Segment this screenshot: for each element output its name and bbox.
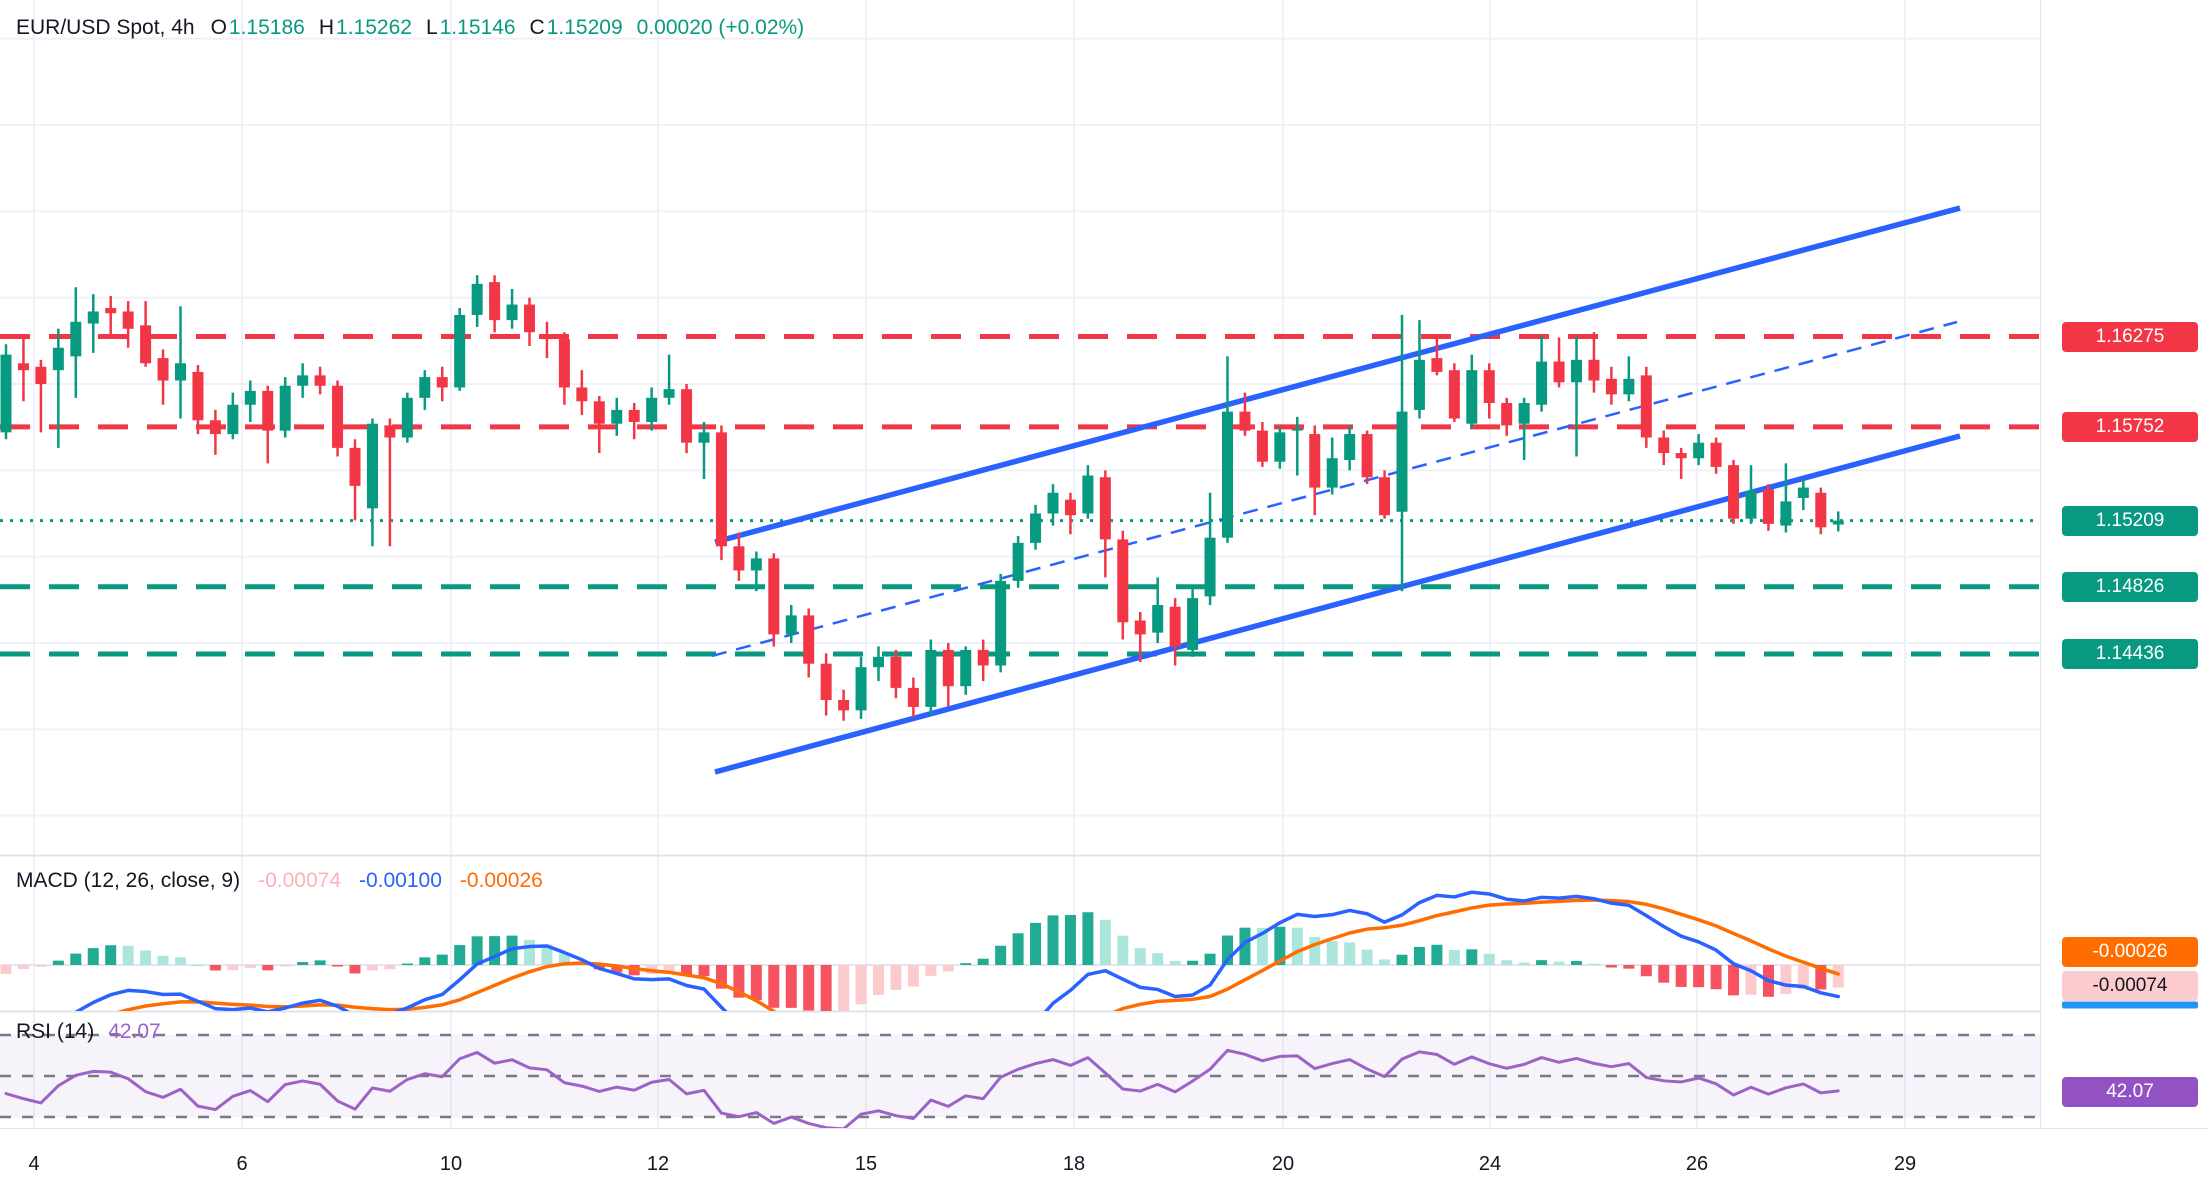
rsi-value: 42.07: [108, 1020, 161, 1043]
last-price-badge: 1.15209: [2062, 505, 2198, 536]
rsi-title: RSI (14): [16, 1020, 95, 1043]
date-tick-label: 29: [1893, 1153, 1917, 1175]
open-label: O: [210, 16, 227, 39]
date-tick-label: 6: [236, 1153, 248, 1175]
high-label: H: [318, 16, 335, 39]
date-tick-label: 18: [1062, 1153, 1086, 1175]
date-tick-label: 15: [854, 1153, 878, 1175]
close-label: C: [529, 16, 545, 39]
symbol-legend[interactable]: EUR/USD Spot, 4h O1.15186 H1.15262 L1.15146…: [16, 16, 804, 40]
symbol-title: EUR/USD Spot, 4h: [16, 16, 195, 39]
resistance-price-badge-1: 1.16275: [2062, 321, 2198, 352]
support-price-badge-2: 1.14436: [2062, 639, 2198, 670]
macd-hist-value: -0.00074: [258, 869, 341, 892]
macd-title: MACD (12, 26, close, 9): [16, 869, 241, 892]
date-tick-label: 12: [646, 1153, 670, 1175]
macd-hist-badge: -0.00074: [2062, 971, 2198, 1001]
high-value: 1.15262: [336, 16, 412, 39]
time-axis[interactable]: 4 6 10 12 15 18 20 24 26 29: [0, 1128, 2208, 1201]
macd-line-value: -0.00100: [359, 869, 442, 892]
low-label: L: [425, 16, 438, 39]
rsi-legend[interactable]: RSI (14) 42.07: [16, 1020, 161, 1044]
change-value: 0.00020 (+0.02%): [636, 16, 805, 39]
low-value: 1.15146: [439, 16, 516, 39]
resistance-price-badge-2: 1.15752: [2062, 411, 2198, 442]
macd-signal-badge: -0.00026: [2062, 937, 2198, 967]
macd-legend[interactable]: MACD (12, 26, close, 9) -0.00074 -0.00100-…: [16, 869, 543, 893]
open-value: 1.15186: [228, 16, 305, 39]
date-tick-label: 26: [1685, 1153, 1709, 1175]
date-tick-label: 4: [28, 1153, 40, 1175]
support-price-badge-1: 1.14826: [2062, 571, 2198, 602]
date-tick-label: 20: [1271, 1153, 1295, 1175]
macd-line-badge: [2062, 1001, 2198, 1009]
date-tick-label: 24: [1478, 1153, 1502, 1175]
rsi-value-badge: 42.07: [2062, 1077, 2198, 1108]
date-tick-label: 10: [439, 1153, 463, 1175]
close-value: 1.15209: [546, 16, 623, 39]
macd-signal-value: -0.00026: [459, 869, 543, 892]
